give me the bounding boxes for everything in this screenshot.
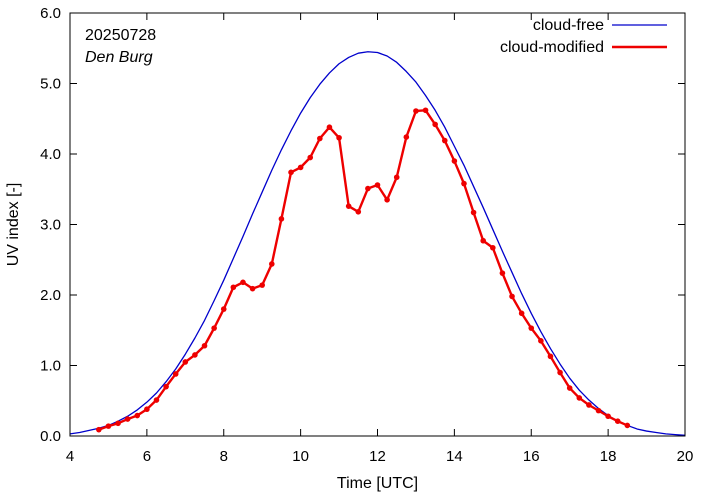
data-point-cloud-modified <box>336 134 342 141</box>
series-layer <box>70 51 685 436</box>
data-point-cloud-modified <box>432 121 438 128</box>
plot-frame <box>69 12 686 437</box>
data-point-cloud-modified <box>365 185 371 192</box>
data-point-cloud-modified <box>624 422 631 429</box>
data-point-cloud-modified <box>441 137 448 144</box>
data-point-cloud-modified <box>96 426 102 433</box>
data-point-cloud-modified <box>586 402 592 408</box>
data-point-cloud-modified <box>393 174 400 181</box>
data-point-cloud-modified <box>317 135 323 142</box>
data-point-cloud-modified <box>566 385 573 391</box>
data-point-cloud-modified <box>461 180 467 187</box>
data-point-cloud-modified <box>509 293 515 300</box>
x-tick-label: 12 <box>369 448 386 465</box>
x-tick-label: 4 <box>66 448 74 465</box>
data-point-cloud-modified <box>259 282 265 288</box>
location-annotation: Den Burg <box>85 49 153 66</box>
data-point-cloud-modified <box>172 371 179 377</box>
data-point-cloud-modified <box>480 237 487 244</box>
data-point-cloud-modified <box>605 413 611 420</box>
data-point-cloud-modified <box>451 158 458 164</box>
ticks-layer: 4 6 8 10 12 14 16 18 20 0.0 1.0 2.0 3.0 4.0 5.0 6.0 <box>40 5 693 465</box>
data-point-cloud-modified <box>576 395 583 401</box>
data-point-cloud-modified <box>201 342 208 349</box>
x-tick-label: 18 <box>600 448 617 465</box>
data-point-cloud-modified <box>211 325 217 331</box>
x-tick-label: 14 <box>446 448 463 465</box>
legend-label-cloud-free: cloud-free <box>533 17 604 34</box>
data-point-cloud-modified <box>345 203 352 209</box>
data-point-cloud-modified <box>115 420 121 427</box>
x-tick-label: 20 <box>677 448 694 465</box>
y-tick-label: 6.0 <box>40 5 61 22</box>
data-point-cloud-modified <box>403 134 410 140</box>
data-point-cloud-modified <box>528 325 535 331</box>
x-tick-label: 16 <box>523 448 540 465</box>
data-point-cloud-modified <box>105 423 112 429</box>
data-point-cloud-modified <box>355 209 362 215</box>
x-tick-label: 8 <box>220 448 228 465</box>
data-point-cloud-modified <box>240 279 246 286</box>
data-point-cloud-modified <box>499 270 506 276</box>
data-point-cloud-modified <box>230 284 237 291</box>
x-axis-label: Time [UTC] <box>337 475 418 492</box>
data-point-cloud-modified <box>422 107 429 114</box>
y-tick-label: 4.0 <box>40 146 61 163</box>
data-point-cloud-modified <box>595 407 602 414</box>
data-point-cloud-modified <box>307 154 314 161</box>
legend: cloud-free cloud-modified <box>500 17 667 56</box>
data-point-cloud-modified <box>326 124 333 131</box>
data-point-cloud-modified <box>278 216 285 222</box>
data-point-cloud-modified <box>288 169 294 176</box>
y-tick-label: 2.0 <box>40 287 61 304</box>
data-point-cloud-modified <box>220 306 227 312</box>
y-axis-label: UV index [-] <box>5 183 22 267</box>
data-point-cloud-modified <box>490 244 496 251</box>
y-tick-label: 0.0 <box>40 428 61 445</box>
data-point-cloud-modified <box>547 353 554 360</box>
series-line-cloud-free <box>70 51 685 436</box>
data-point-cloud-modified <box>538 338 544 344</box>
data-point-cloud-modified <box>470 209 477 216</box>
date-annotation: 20250728 <box>85 27 156 44</box>
data-point-cloud-modified <box>182 359 189 365</box>
y-tick-label: 5.0 <box>40 76 61 93</box>
data-point-cloud-modified <box>144 406 150 413</box>
x-tick-label: 10 <box>292 448 309 465</box>
data-point-cloud-modified <box>249 285 256 292</box>
data-point-cloud-modified <box>384 197 390 203</box>
data-point-cloud-modified <box>614 418 621 424</box>
data-point-cloud-modified <box>269 261 275 267</box>
data-point-cloud-modified <box>374 182 381 188</box>
data-point-cloud-modified <box>124 416 131 422</box>
y-tick-label: 1.0 <box>40 358 61 375</box>
legend-label-cloud-modified: cloud-modified <box>500 39 604 56</box>
data-point-cloud-modified <box>413 108 419 114</box>
x-tick-label: 6 <box>143 448 151 465</box>
series-line-cloud-modified <box>98 109 628 431</box>
data-point-cloud-modified <box>153 397 160 403</box>
data-point-cloud-modified <box>192 352 198 358</box>
data-point-cloud-modified <box>557 369 563 376</box>
data-point-cloud-modified <box>297 164 304 171</box>
y-tick-label: 3.0 <box>40 217 61 234</box>
data-point-cloud-modified <box>518 310 525 317</box>
data-point-cloud-modified <box>134 412 141 419</box>
data-point-cloud-modified <box>163 383 169 390</box>
